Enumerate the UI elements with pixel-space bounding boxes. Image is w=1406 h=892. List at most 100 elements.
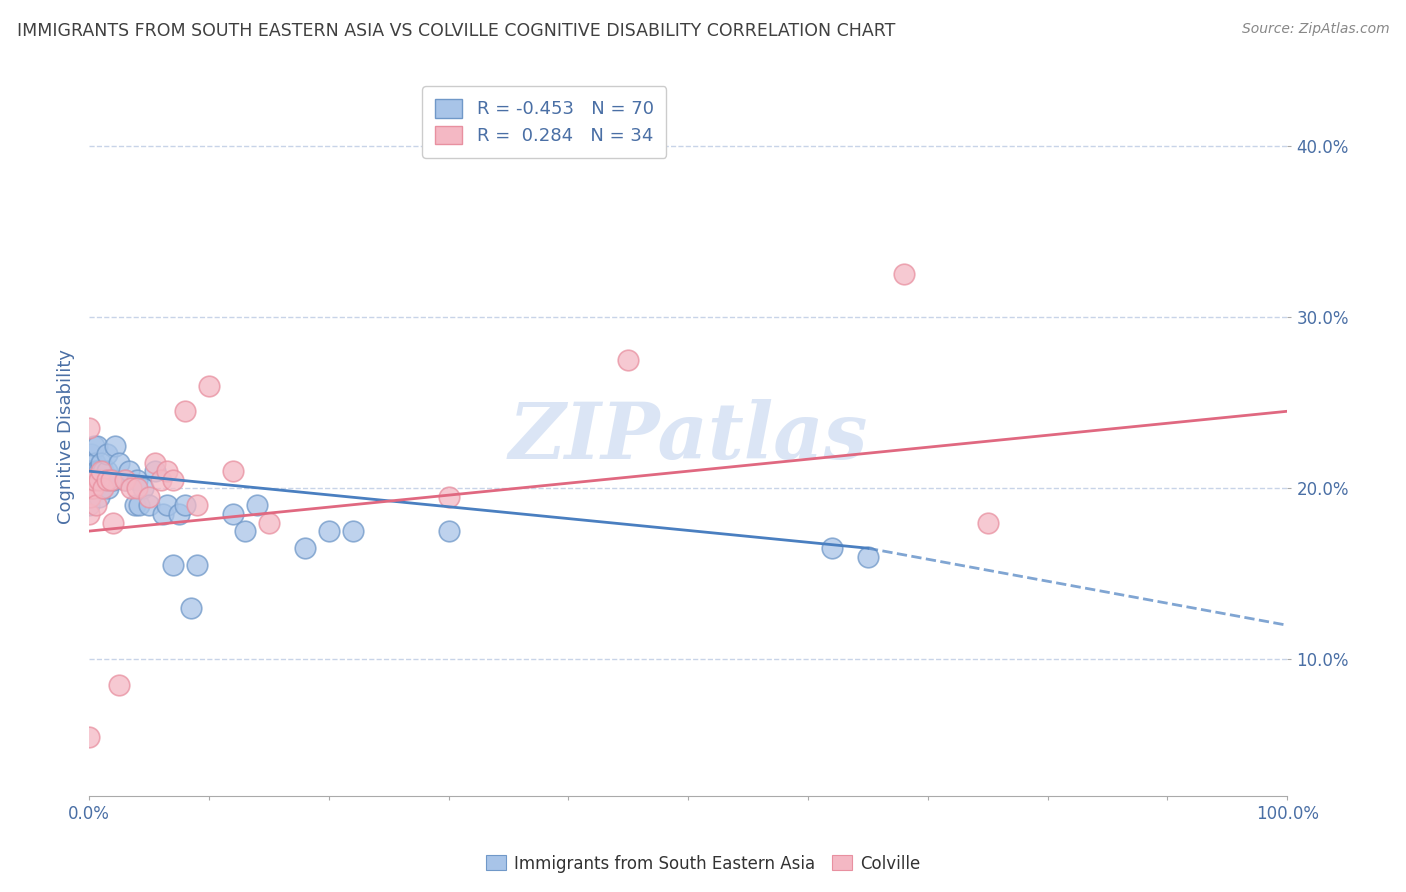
Point (120, 481, 142, 495)
Point (893, 268, 915, 282)
Point (77, 499, 100, 513)
Point (96, 464, 118, 478)
Point (82, 473, 104, 487)
Point (821, 541, 844, 556)
Point (124, 499, 146, 513)
Point (79, 490, 101, 504)
Text: IMMIGRANTS FROM SOUTH EASTERN ASIA VS COLVILLE COGNITIVE DISABILITY CORRELATION : IMMIGRANTS FROM SOUTH EASTERN ASIA VS CO… (17, 22, 896, 40)
Point (79, 473, 101, 487)
Point (84, 473, 107, 487)
Point (77, 481, 100, 495)
Point (104, 438, 127, 452)
Point (84, 481, 107, 495)
Point (80, 481, 103, 495)
Point (84, 456, 107, 470)
Point (108, 678, 131, 692)
Point (437, 490, 460, 504)
Point (84, 499, 107, 513)
Point (138, 490, 160, 504)
Point (132, 481, 155, 495)
Point (222, 464, 245, 478)
Point (257, 516, 280, 530)
Point (186, 558, 208, 573)
Point (97, 481, 120, 495)
Point (156, 464, 179, 478)
Point (198, 378, 221, 392)
Point (79, 473, 101, 487)
Y-axis label: Cognitive Disability: Cognitive Disability (58, 350, 75, 524)
Point (162, 473, 184, 487)
Point (80, 473, 103, 487)
Point (87, 464, 110, 478)
Point (83, 473, 105, 487)
Point (77, 473, 100, 487)
Point (128, 499, 150, 513)
Point (90, 481, 112, 495)
Point (77, 730, 100, 744)
Point (437, 524, 460, 538)
Point (87, 473, 110, 487)
Point (79, 481, 101, 495)
Point (84, 464, 107, 478)
Point (233, 524, 256, 538)
Point (125, 481, 148, 495)
Point (77, 464, 100, 478)
Point (149, 473, 172, 487)
Point (152, 507, 174, 521)
Point (80, 473, 103, 487)
Point (977, 516, 1000, 530)
Point (77, 473, 100, 487)
Point (93, 464, 115, 478)
Point (167, 507, 190, 521)
Point (162, 558, 184, 573)
Point (856, 549, 879, 564)
Point (86, 464, 108, 478)
Point (186, 499, 208, 513)
Point (80, 447, 103, 461)
Point (89, 481, 111, 495)
Point (101, 516, 124, 530)
Point (222, 507, 245, 521)
Point (138, 499, 160, 513)
Point (82, 481, 104, 495)
Point (77, 490, 100, 504)
Text: Source: ZipAtlas.com: Source: ZipAtlas.com (1241, 22, 1389, 37)
Point (82, 464, 104, 478)
Point (90, 464, 112, 478)
Point (174, 499, 197, 513)
Point (125, 473, 148, 487)
Point (79, 464, 101, 478)
Legend: Immigrants from South Eastern Asia, Colville: Immigrants from South Eastern Asia, Colv… (479, 848, 927, 880)
Point (93, 481, 115, 495)
Point (77, 481, 100, 495)
Point (79, 481, 101, 495)
Point (79, 481, 101, 495)
Point (246, 499, 269, 513)
Point (100, 473, 122, 487)
Point (114, 473, 136, 487)
Point (91, 481, 114, 495)
Point (77, 473, 100, 487)
Point (84, 481, 107, 495)
Point (77, 464, 100, 478)
Point (143, 456, 166, 470)
Point (77, 507, 100, 521)
Legend: R = -0.453   N = 70, R =  0.284   N = 34: R = -0.453 N = 70, R = 0.284 N = 34 (422, 87, 666, 158)
Point (174, 404, 197, 418)
Point (83, 464, 105, 478)
Point (83, 438, 105, 452)
Point (86, 438, 108, 452)
Point (96, 473, 118, 487)
Point (77, 421, 100, 435)
Point (617, 352, 640, 367)
Point (93, 473, 115, 487)
Point (342, 524, 364, 538)
Text: ZIPatlas: ZIPatlas (509, 399, 868, 475)
Point (90, 456, 112, 470)
Point (82, 473, 104, 487)
Point (180, 601, 202, 615)
Point (156, 499, 179, 513)
Point (114, 473, 136, 487)
Point (100, 473, 122, 487)
Point (80, 464, 103, 478)
